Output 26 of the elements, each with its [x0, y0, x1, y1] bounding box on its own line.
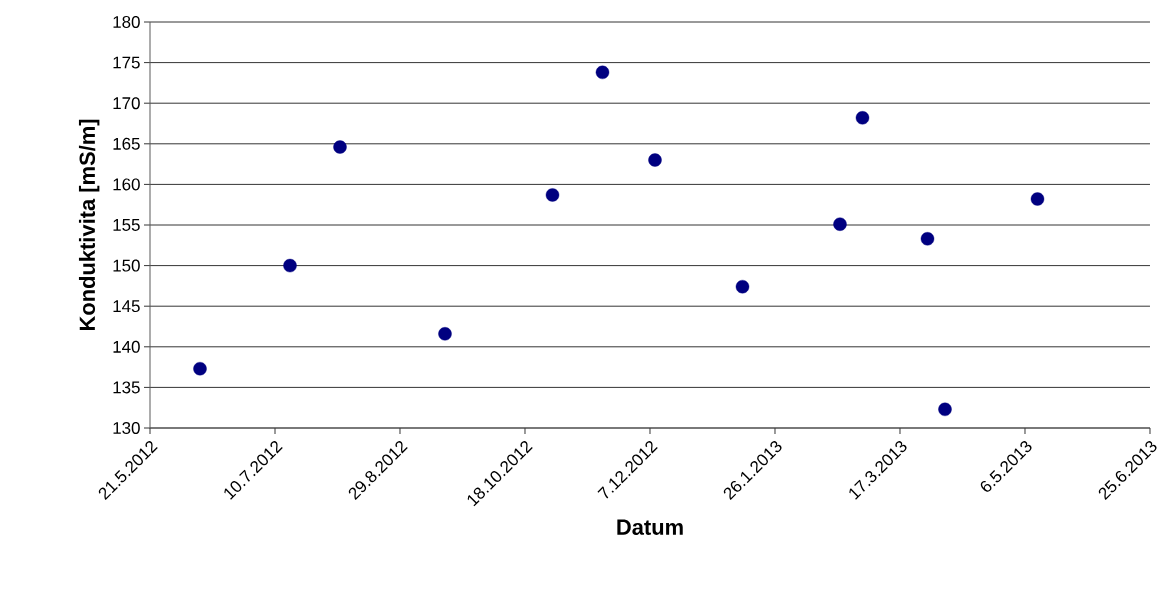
point	[938, 402, 952, 417]
point	[833, 217, 847, 231]
y-tick-label: 170	[113, 97, 140, 110]
point	[333, 140, 347, 154]
y-tick-label: 160	[113, 178, 140, 191]
point	[1030, 192, 1045, 206]
point	[283, 258, 297, 273]
y-tick-label: 165	[113, 137, 140, 150]
y-tick-label: 175	[113, 56, 140, 69]
y-tick-label: 150	[113, 259, 140, 272]
y-axis-title: Konduktivita [mS/m]	[78, 119, 100, 331]
point	[855, 111, 870, 125]
y-tick-label: 140	[113, 340, 140, 353]
point	[595, 65, 610, 80]
x-axis-title: Datum	[617, 519, 683, 535]
point	[193, 362, 207, 376]
y-tick-label: 155	[113, 219, 140, 231]
y-tick-label: 130	[113, 422, 140, 434]
point	[438, 327, 452, 341]
point	[648, 153, 662, 167]
point	[735, 280, 750, 294]
y-tick-label: 135	[113, 381, 140, 394]
point	[920, 232, 935, 246]
y-tick-label: 145	[113, 300, 140, 313]
y-tick-label: 180	[113, 16, 140, 28]
point	[545, 188, 560, 202]
